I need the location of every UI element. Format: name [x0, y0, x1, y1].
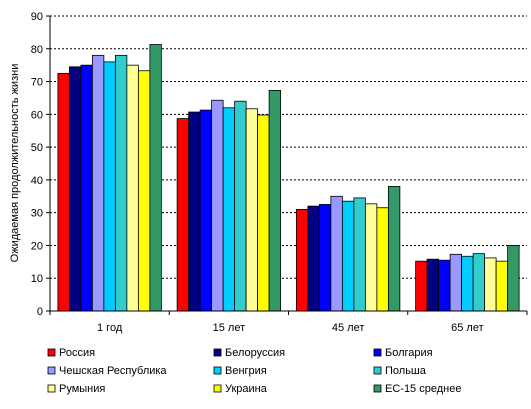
bar — [449, 253, 463, 312]
bar — [307, 205, 320, 312]
legend-item: Чешская Республика — [47, 365, 167, 377]
bar — [353, 197, 366, 312]
bar — [426, 258, 440, 312]
x-tick-label: 1 год — [97, 322, 123, 334]
bar — [364, 203, 378, 312]
legend-swatch — [213, 348, 222, 357]
bar — [495, 260, 509, 312]
bar — [507, 245, 520, 312]
legend-swatch — [213, 384, 222, 393]
bar — [461, 255, 474, 312]
y-tick-label: 50 — [31, 142, 43, 154]
bar — [295, 208, 309, 312]
y-tick-label: 10 — [31, 273, 43, 285]
bar — [245, 108, 259, 312]
legend-item: Белоруссия — [213, 347, 285, 359]
bar — [176, 118, 190, 312]
bar — [114, 54, 128, 312]
legend-swatch — [47, 384, 56, 393]
legend-label: Венгрия — [225, 365, 267, 377]
legend-item: Болгария — [373, 347, 433, 359]
y-axis-label: Ожидаемая продолжительность жизни — [9, 64, 21, 263]
bar — [149, 44, 162, 312]
legend-swatch — [47, 366, 56, 375]
bar — [484, 257, 497, 312]
legend-label: Украина — [225, 383, 268, 395]
x-tick-label: 45 лет — [332, 322, 365, 334]
bar — [199, 109, 213, 312]
bar — [376, 207, 389, 312]
bar — [57, 72, 70, 312]
axes — [49, 16, 528, 315]
bar — [211, 99, 224, 312]
x-tick-labels: 1 год 15 лет 45 лет 65 лет — [97, 322, 484, 334]
bar — [387, 186, 401, 312]
y-tick-label: 40 — [31, 175, 43, 187]
legend-swatch — [213, 366, 222, 375]
legend-swatch — [47, 348, 56, 357]
y-tick-label: 20 — [31, 240, 43, 252]
bar — [318, 204, 332, 312]
bar — [188, 111, 201, 312]
y-tick-labels: 0 10 20 30 40 50 60 70 80 90 — [31, 11, 50, 318]
legend-item: Румыния — [47, 383, 105, 395]
legend-swatch — [373, 348, 382, 357]
legend-item: ЕС-15 среднее — [373, 383, 461, 395]
legend-label: Болгария — [385, 347, 433, 359]
bar — [137, 70, 151, 312]
bar — [341, 200, 355, 312]
bars-group — [57, 44, 520, 312]
bar — [234, 100, 247, 312]
bar — [222, 107, 236, 312]
x-tick-label: 65 лет — [451, 322, 484, 334]
bar — [268, 90, 282, 312]
legend: Россия Белоруссия Болгария Чешская Республи… — [47, 347, 461, 395]
legend-label: Чешская Республика — [59, 365, 167, 377]
bar — [103, 61, 116, 312]
legend-label: Польша — [385, 365, 427, 377]
legend-item: Россия — [47, 347, 95, 359]
bar — [126, 64, 139, 312]
bar — [438, 259, 451, 312]
bar — [91, 54, 105, 312]
legend-label: Россия — [59, 347, 95, 359]
y-tick-label: 80 — [31, 44, 43, 56]
legend-item: Польша — [373, 365, 427, 377]
y-tick-label: 60 — [31, 109, 43, 121]
legend-swatch — [373, 384, 382, 393]
bar — [472, 253, 486, 312]
legend-label: Румыния — [59, 383, 105, 395]
legend-label: Белоруссия — [225, 347, 285, 359]
bar — [68, 66, 82, 312]
legend-swatch — [373, 366, 382, 375]
legend-item: Украина — [213, 383, 268, 395]
y-tick-label: 70 — [31, 77, 43, 89]
bar — [415, 260, 428, 312]
y-tick-label: 0 — [37, 306, 43, 318]
bar — [80, 64, 93, 312]
legend-label: ЕС-15 среднее — [385, 383, 461, 395]
bar — [257, 114, 270, 312]
legend-item: Венгрия — [213, 365, 267, 377]
y-tick-label: 30 — [31, 208, 43, 220]
y-tick-label: 90 — [31, 11, 43, 23]
x-tick-label: 15 лет — [213, 322, 246, 334]
bar — [330, 195, 343, 312]
